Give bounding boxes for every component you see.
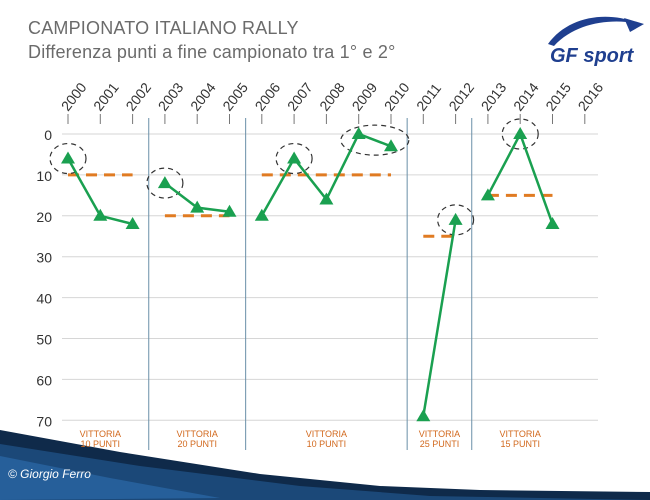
- victory-points-label: 10 PUNTI: [81, 439, 121, 449]
- victory-label: VITTORIA: [500, 429, 541, 439]
- data-point-marker: [480, 188, 495, 201]
- series-line: [422, 219, 457, 417]
- x-tick-label: 2011: [413, 80, 444, 114]
- y-tick-label: 50: [36, 332, 52, 348]
- highlight-circle: [340, 124, 410, 156]
- brand-logo: GF sport: [548, 16, 644, 67]
- data-point-marker: [351, 127, 366, 139]
- victory-label: VITTORIA: [80, 429, 121, 439]
- y-tick-label: 20: [36, 209, 52, 225]
- victory-points-label: 20 PUNTI: [177, 439, 217, 449]
- copyright-text: © Giorgio Ferro: [8, 467, 91, 481]
- chart-subtitle: Differenza punti a fine campionato tra 1…: [28, 42, 396, 62]
- x-tick-label: 2005: [219, 79, 251, 114]
- data-point-marker: [222, 204, 237, 217]
- y-tick-label: 40: [36, 291, 52, 307]
- data-point-marker: [93, 208, 108, 221]
- x-tick-label: 2012: [445, 79, 477, 114]
- data-point-marker: [448, 212, 463, 225]
- highlight-circle: [49, 142, 87, 175]
- x-tick-label: 2001: [90, 79, 122, 114]
- victory-label: VITTORIA: [419, 429, 460, 439]
- data-point-marker: [61, 151, 75, 164]
- victory-points-label: 15 PUNTI: [500, 439, 540, 449]
- chart-title: CAMPIONATO ITALIANO RALLY: [28, 18, 299, 38]
- x-tick-label: 2016: [575, 79, 607, 114]
- x-tick-label: 2010: [381, 79, 413, 114]
- data-point-marker: [384, 139, 398, 152]
- x-tick-label: 2003: [155, 79, 187, 114]
- x-tick-label: 2013: [478, 79, 510, 114]
- x-tick-label: 2009: [348, 79, 380, 114]
- y-tick-label: 10: [36, 168, 52, 184]
- data-point-marker: [254, 208, 269, 221]
- y-tick-label: 70: [36, 413, 52, 429]
- victory-points-label: 25 PUNTI: [420, 439, 460, 449]
- victory-label: VITTORIA: [177, 429, 218, 439]
- highlight-circle: [275, 142, 313, 175]
- data-point-marker: [125, 216, 140, 229]
- logo-text: GF sport: [550, 45, 635, 67]
- victory-points-label: 10 PUNTI: [307, 439, 347, 449]
- x-tick-label: 2008: [316, 79, 348, 114]
- x-tick-label: 2002: [122, 79, 154, 114]
- data-point-marker: [416, 409, 431, 422]
- highlight-circle: [146, 167, 184, 199]
- logo-swoosh-icon: [548, 16, 640, 46]
- data-point-marker: [513, 127, 528, 139]
- data-point-marker: [157, 176, 172, 189]
- y-tick-label: 30: [36, 250, 52, 266]
- y-tick-label: 60: [36, 372, 52, 388]
- data-point-marker: [319, 192, 334, 205]
- x-tick-label: 2004: [187, 79, 219, 114]
- data-point-marker: [545, 216, 560, 229]
- data-point-marker: [287, 151, 302, 164]
- data-point-marker: [190, 200, 205, 213]
- highlight-circle: [437, 204, 475, 236]
- series-line: [486, 130, 554, 225]
- x-tick-label: 2014: [510, 79, 542, 114]
- y-tick-label: 0: [44, 127, 52, 143]
- x-tick-label: 2006: [252, 79, 284, 114]
- x-tick-label: 2015: [542, 79, 574, 114]
- highlight-circle: [501, 118, 539, 150]
- victory-label: VITTORIA: [306, 429, 347, 439]
- x-tick-label: 2000: [58, 79, 90, 114]
- x-tick-label: 2007: [284, 79, 316, 114]
